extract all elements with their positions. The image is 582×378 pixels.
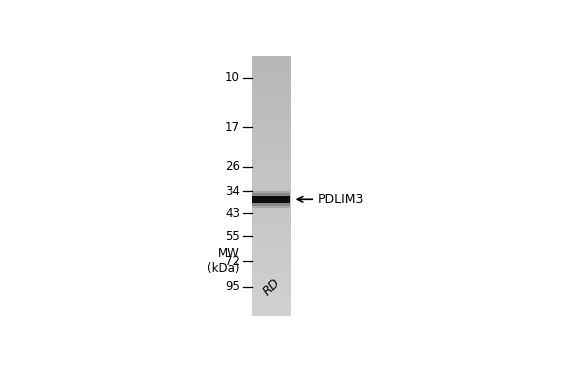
Text: 17: 17: [225, 121, 240, 133]
Text: 55: 55: [225, 229, 240, 243]
Bar: [252, 191, 290, 208]
Text: 34: 34: [225, 185, 240, 198]
Bar: [252, 193, 290, 206]
Text: 95: 95: [225, 280, 240, 293]
Text: 43: 43: [225, 207, 240, 220]
Text: MW
(kDa): MW (kDa): [207, 247, 240, 275]
Bar: [252, 195, 290, 203]
Text: PDLIM3: PDLIM3: [317, 193, 364, 206]
Text: 72: 72: [225, 255, 240, 268]
Text: 10: 10: [225, 71, 240, 84]
Text: RD: RD: [260, 276, 282, 299]
Text: 26: 26: [225, 160, 240, 173]
